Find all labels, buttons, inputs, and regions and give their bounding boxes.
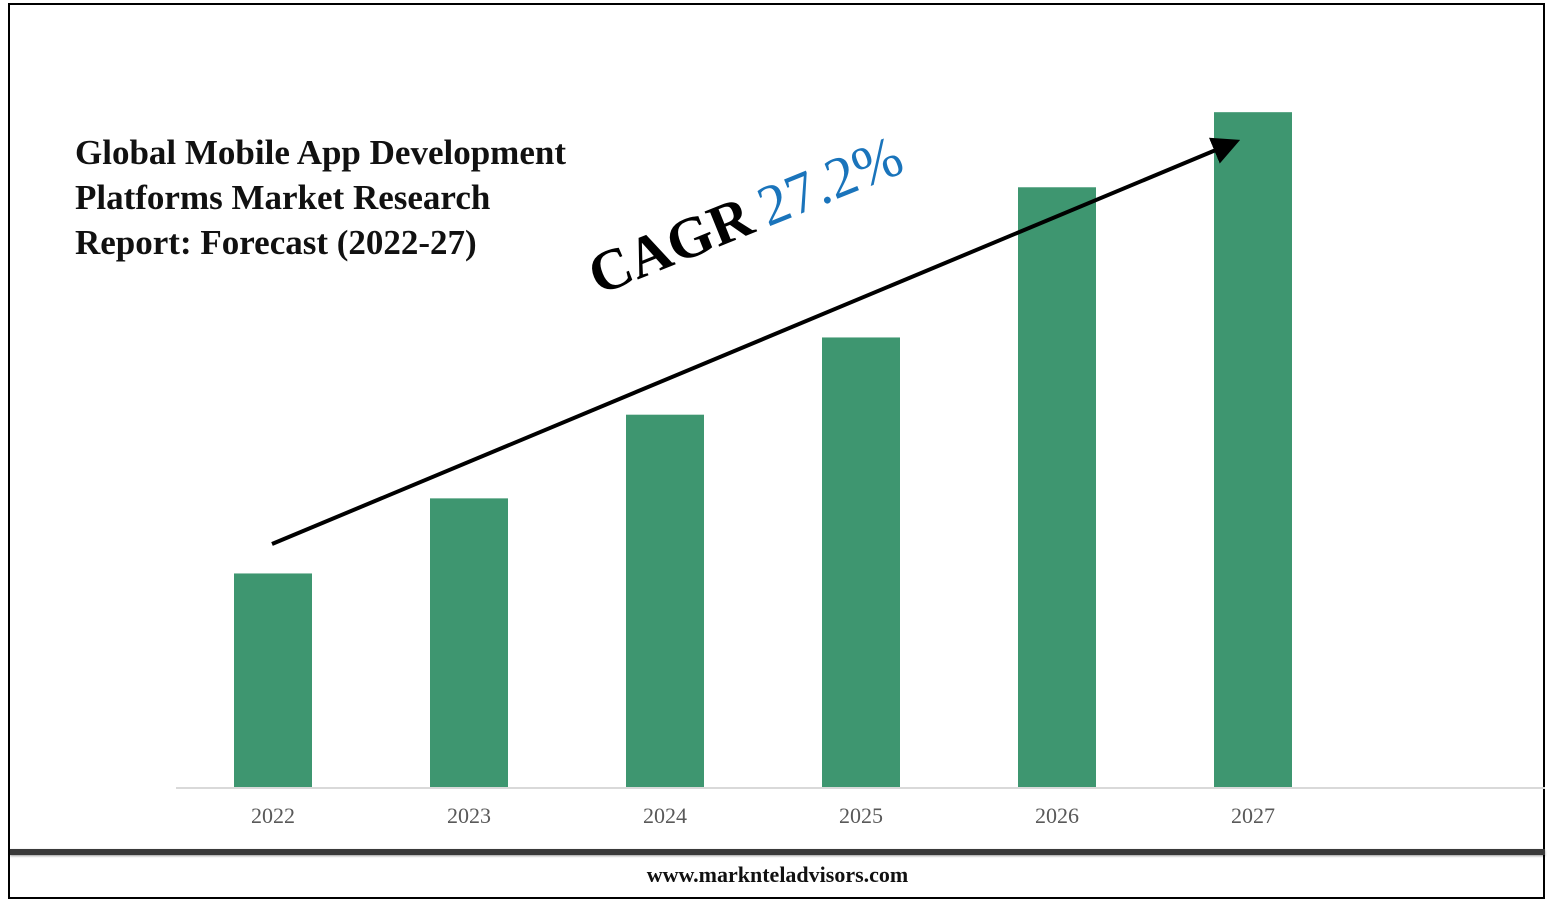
cagr-trend-arrow <box>271 137 1241 546</box>
bar-2025 <box>822 337 900 788</box>
title-line-1: Global Mobile App Development <box>75 133 566 172</box>
x-tick-label-2022: 2022 <box>251 803 295 828</box>
x-tick-label-2026: 2026 <box>1035 803 1079 828</box>
chart-title: Global Mobile App Development Platforms … <box>75 130 675 265</box>
bars-group <box>234 112 1292 789</box>
bar-2023 <box>430 498 508 788</box>
bar-2027 <box>1214 112 1292 788</box>
title-line-3: Report: Forecast (2022-27) <box>75 223 477 262</box>
footer-website-url: www.marknteladvisors.com <box>646 862 909 887</box>
x-tick-labels: 2022 2023 2024 2025 2026 2027 <box>251 803 1275 828</box>
bar-2022 <box>234 573 312 788</box>
bar-2026 <box>1018 187 1096 789</box>
x-tick-label-2023: 2023 <box>447 803 491 828</box>
bar-2024 <box>626 414 704 788</box>
title-line-2: Platforms Market Research <box>75 178 491 217</box>
x-tick-label-2027: 2027 <box>1231 803 1275 828</box>
x-tick-label-2024: 2024 <box>643 803 687 828</box>
footer-divider <box>10 849 1545 855</box>
x-tick-label-2025: 2025 <box>839 803 883 828</box>
